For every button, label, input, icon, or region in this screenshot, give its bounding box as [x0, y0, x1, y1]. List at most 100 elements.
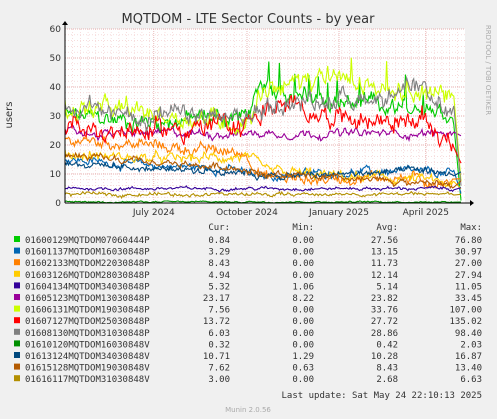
legend-value-min: 0.00 — [292, 259, 314, 269]
legend-value-avg: 27.56 — [371, 236, 398, 246]
legend-value-min: 0.00 — [292, 340, 314, 350]
legend-value-min: 8.22 — [292, 294, 314, 304]
legend-series-name: 01604134MQTDOM34030848P — [25, 282, 150, 292]
series-line-01600129MQTDOM07060444P — [64, 61, 462, 201]
series-line-01610120MQTDOM16030848V — [64, 200, 462, 204]
series-line-01608130MQTDOM31030848P — [64, 75, 462, 186]
legend-value-max: 16.87 — [455, 352, 482, 362]
rrdtool-watermark: RRDTOOL / TOBI OETIKER — [484, 25, 492, 115]
series-line-01603126MQTDOM28030848P — [64, 149, 462, 190]
legend-value-cur: 13.72 — [203, 317, 230, 327]
legend-value-max: 27.94 — [455, 271, 482, 281]
legend-series-name: 01600129MQTDOM07060444P — [25, 236, 150, 246]
chart-title: MQTDOM - LTE Sector Counts - by year — [122, 12, 376, 27]
legend-value-min: 1.29 — [292, 352, 314, 362]
legend-header-cur: Cur: — [208, 223, 230, 233]
legend-value-avg: 27.72 — [371, 317, 398, 327]
series-lines — [64, 57, 462, 204]
legend-swatch — [14, 259, 20, 266]
legend-value-max: 30.97 — [455, 248, 482, 258]
y-axis-label: users — [4, 101, 15, 128]
legend-value-avg: 33.76 — [371, 306, 398, 316]
last-update: Last update: Sat May 24 22:10:13 2025 — [282, 391, 482, 401]
legend-value-min: 0.00 — [292, 248, 314, 258]
legend-value-min: 0.00 — [292, 271, 314, 281]
legend-swatch — [14, 328, 20, 335]
y-tick-label: 10 — [50, 170, 62, 180]
legend-value-max: 27.00 — [455, 259, 482, 269]
y-tick-label: 30 — [50, 112, 62, 122]
legend-header-max: Max: — [460, 223, 482, 233]
legend-value-avg: 10.28 — [371, 352, 398, 362]
legend-header-min: Min: — [292, 223, 314, 233]
legend-header-avg: Avg: — [376, 223, 398, 233]
legend-value-avg: 23.82 — [371, 294, 398, 304]
series-line-01607127MQTDOM25030848P — [64, 95, 462, 164]
legend-swatch — [14, 247, 20, 254]
legend-value-avg: 2.68 — [376, 375, 398, 385]
y-axis-arrow — [62, 21, 68, 25]
legend-series-name: 01616117MQTDOM31030848V — [25, 375, 150, 385]
x-tick-label: April 2025 — [403, 208, 449, 218]
legend-value-avg: 8.43 — [376, 364, 398, 374]
legend-series-name: 01613124MQTDOM34030848V — [25, 352, 150, 362]
legend-value-max: 11.05 — [455, 282, 482, 292]
legend-swatch — [14, 363, 20, 370]
series-line-01601137MQTDOM16030848P — [65, 156, 462, 194]
legend-swatch — [14, 236, 20, 242]
legend-swatch — [14, 317, 20, 324]
legend-value-cur: 3.00 — [208, 375, 230, 385]
legend-value-avg: 12.14 — [371, 271, 398, 281]
legend-value-min: 0.00 — [292, 306, 314, 316]
legend-value-min: 0.63 — [292, 364, 314, 374]
legend-value-min: 0.00 — [292, 329, 314, 339]
axes: 0 10 20 30 40 50 60 July 2024 October 2024 Januar… — [50, 21, 474, 218]
legend-value-max: 98.40 — [455, 329, 482, 339]
legend-value-max: 13.40 — [455, 364, 482, 374]
legend-series-name: 01615128MQTDOM19030848V — [25, 364, 150, 374]
legend-value-min: 0.00 — [292, 317, 314, 327]
x-axis-arrow — [470, 200, 474, 206]
legend-value-max: 135.02 — [449, 317, 482, 327]
y-tick-label: 0 — [55, 199, 61, 209]
series-line-01615128MQTDOM19030848V — [64, 151, 462, 190]
legend-value-cur: 5.32 — [208, 282, 230, 292]
legend-swatch — [14, 375, 20, 382]
legend-value-avg: 11.73 — [371, 259, 398, 269]
legend-value-cur: 8.43 — [208, 259, 230, 269]
y-tick-label: 40 — [50, 83, 62, 93]
x-tick-label: July 2024 — [132, 208, 175, 218]
legend-value-min: 0.00 — [292, 236, 314, 246]
series-line-01616117MQTDOM31030848V — [64, 190, 462, 200]
legend-value-cur: 23.17 — [203, 294, 230, 304]
y-tick-label: 20 — [50, 141, 62, 151]
legend-swatch — [14, 340, 20, 347]
x-tick-label: January 2025 — [308, 208, 369, 218]
legend-series-name: 01610120MQTDOM16030848V — [25, 340, 150, 350]
legend-series-name: 01608130MQTDOM31030848P — [25, 329, 150, 339]
legend-swatch — [14, 270, 20, 277]
legend-swatch — [14, 305, 20, 312]
y-tick-label: 50 — [50, 54, 62, 64]
legend-series-name: 01605123MQTDOM13030848P — [25, 294, 150, 304]
legend-value-max: 2.03 — [460, 340, 482, 350]
series-line-01613124MQTDOM34030848V — [64, 159, 462, 182]
legend-value-cur: 10.71 — [203, 352, 230, 362]
legend-swatch — [14, 352, 20, 358]
legend-value-max: 76.80 — [455, 236, 482, 246]
legend-series-name: 01601137MQTDOM16030848P — [25, 248, 150, 258]
legend-value-max: 107.00 — [449, 306, 482, 316]
x-tick-label: October 2024 — [216, 208, 278, 218]
legend-value-cur: 4.94 — [208, 271, 230, 281]
legend-value-min: 1.06 — [292, 282, 314, 292]
legend-series-name: 01603126MQTDOM28030848P — [25, 271, 150, 281]
legend-value-avg: 13.15 — [371, 248, 398, 258]
legend: Cur: Min: Avg: Max: 01600129MQTDOM070604… — [14, 223, 482, 385]
legend-swatch — [14, 294, 20, 300]
legend-value-cur: 0.32 — [208, 340, 230, 350]
legend-value-cur: 7.56 — [208, 306, 230, 316]
munin-version: Munin 2.0.56 — [225, 406, 271, 414]
y-tick-label: 60 — [50, 25, 62, 35]
